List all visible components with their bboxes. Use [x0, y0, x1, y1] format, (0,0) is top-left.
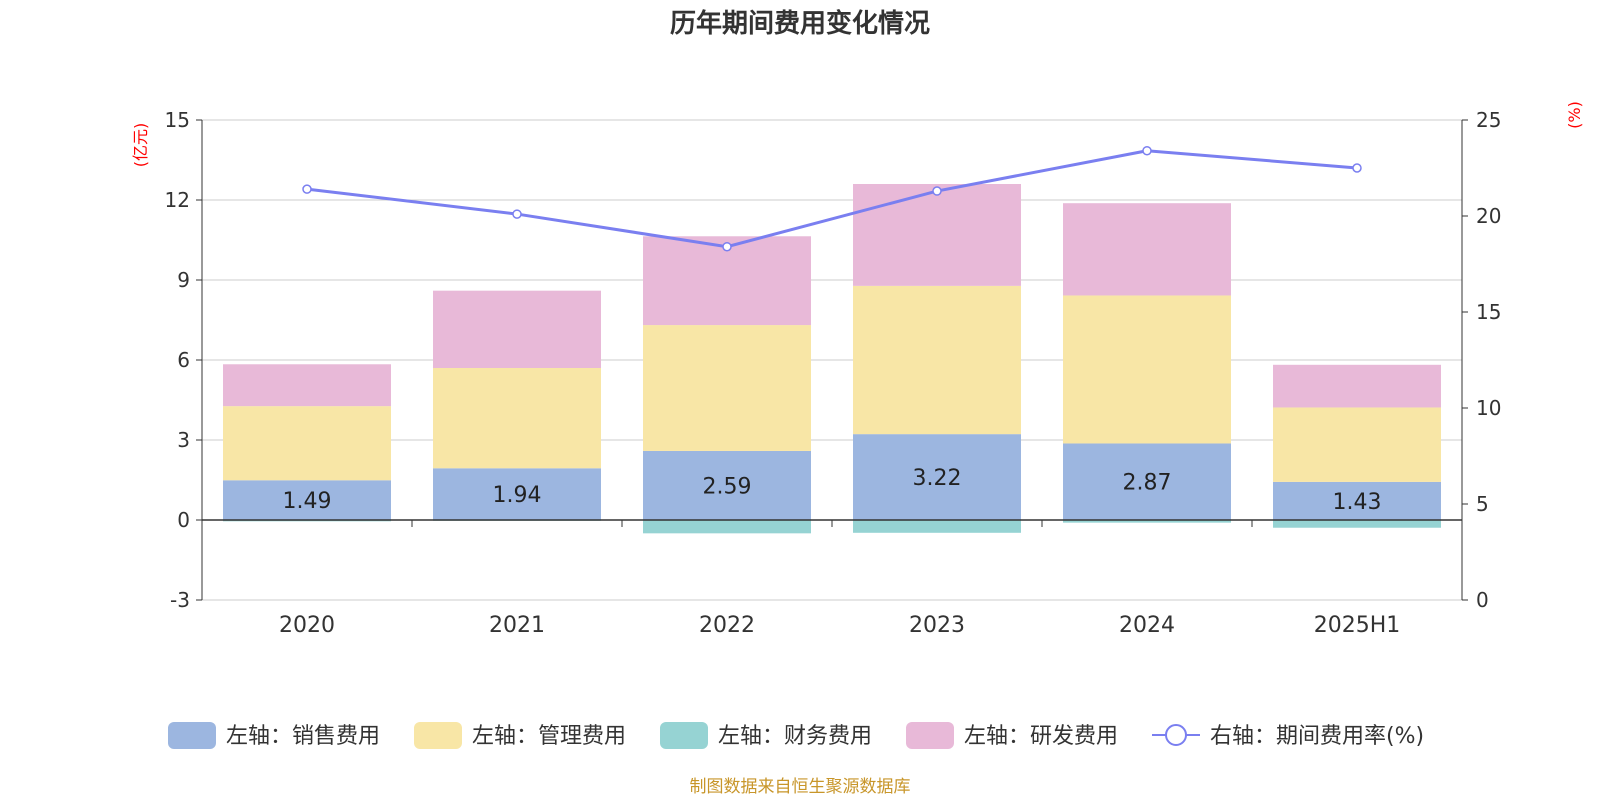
- right-tick-label: 15: [1476, 300, 1501, 324]
- rate-point: [1142, 145, 1152, 156]
- bar-segment: [1063, 443, 1231, 520]
- x-tick-label: 2020: [279, 613, 335, 638]
- bar-segment: [643, 450, 811, 520]
- bar-segment: [1273, 364, 1441, 408]
- left-tick-label: 3: [177, 428, 190, 452]
- bar-segment: [1273, 407, 1441, 482]
- bar-segment: [853, 434, 1021, 520]
- left-tick-label: -3: [170, 588, 190, 612]
- legend: 左轴：销售费用 左轴：管理费用 左轴：财务费用 左轴：研发费用 右轴：期间费用率(%): [168, 722, 1424, 749]
- bar-segment: [1063, 520, 1231, 523]
- legend-swatch: [906, 722, 954, 749]
- right-tick-label: 20: [1476, 204, 1501, 228]
- rate-line: [306, 149, 1358, 249]
- chart-title: 历年期间费用变化情况: [670, 8, 930, 39]
- legend-item[interactable]: 左轴：销售费用: [168, 722, 380, 749]
- left-axis-unit: (亿元): [131, 123, 150, 168]
- left-tick-label: 0: [177, 508, 190, 532]
- legend-swatch: [660, 722, 708, 749]
- bar-segment: [1063, 295, 1231, 444]
- bar-segment: [853, 520, 1021, 533]
- left-tick-label: 6: [177, 348, 190, 372]
- legend-label: 右轴：期间费用率(%): [1210, 724, 1424, 749]
- left-tick-label: 15: [165, 108, 190, 132]
- bar-data-label: 1.94: [493, 483, 542, 508]
- bar-segment: [853, 184, 1021, 286]
- x-tick-label: 2023: [909, 613, 965, 638]
- legend-label: 左轴：财务费用: [718, 724, 872, 749]
- rate-line-series: [302, 145, 1362, 252]
- right-tick-label: 5: [1476, 492, 1489, 516]
- bar-segment: [643, 520, 811, 534]
- right-axis-unit: (%): [1565, 101, 1584, 129]
- rate-point: [722, 241, 732, 252]
- axes: -3 0 3 6 9 12 15 0 5 10 15 20 25 2020 2021 2022 2023 2024…: [165, 108, 1502, 638]
- rate-point: [302, 184, 312, 194]
- legend-item[interactable]: 左轴：财务费用: [660, 722, 872, 749]
- legend-item[interactable]: 右轴：期间费用率(%): [1152, 724, 1424, 749]
- bar-data-label: 1.43: [1333, 490, 1382, 515]
- rate-point: [932, 186, 942, 196]
- bar-segment: [1273, 481, 1441, 520]
- bar-data-label: 2.87: [1123, 471, 1172, 496]
- x-tick-label: 2021: [489, 613, 545, 638]
- x-tick-label: 2024: [1119, 613, 1175, 638]
- bar-data-label: 2.59: [703, 474, 752, 499]
- right-tick-label: 0: [1476, 588, 1489, 612]
- right-tick-label: 25: [1476, 108, 1501, 132]
- data-labels: 1.49 1.94 2.59 3.22 2.87 1.43: [283, 466, 1382, 515]
- bar-segment: [223, 364, 391, 407]
- bar-segment: [643, 325, 811, 451]
- bar-segment: [853, 285, 1021, 435]
- legend-item[interactable]: 左轴：管理费用: [414, 722, 626, 749]
- bar-segment: [433, 368, 601, 469]
- right-tick-label: 10: [1476, 396, 1501, 420]
- legend-marker-icon: [1165, 724, 1187, 746]
- gridlines: [202, 119, 1462, 601]
- legend-label: 左轴：销售费用: [226, 724, 380, 749]
- legend-swatch: [168, 722, 216, 749]
- legend-swatch: [414, 722, 462, 749]
- bar-segment: [223, 406, 391, 481]
- bar-segment: [1063, 203, 1231, 296]
- x-tick-label: 2022: [699, 613, 755, 638]
- legend-item[interactable]: 左轴：研发费用: [906, 722, 1118, 749]
- left-tick-label: 12: [165, 188, 190, 212]
- bar-segment: [433, 290, 601, 368]
- bar-segment: [1273, 520, 1441, 528]
- x-tick-label: 2025H1: [1314, 613, 1401, 638]
- rate-point: [512, 209, 522, 219]
- bar-series: [223, 184, 1441, 534]
- bar-data-label: 1.49: [283, 489, 332, 514]
- source-note: 制图数据来自恒生聚源数据库: [690, 777, 911, 797]
- bar-segment: [433, 468, 601, 520]
- legend-label: 左轴：研发费用: [964, 724, 1118, 749]
- bar-segment: [223, 480, 391, 520]
- left-tick-label: 9: [177, 268, 190, 292]
- rate-point: [1352, 163, 1362, 173]
- bar-data-label: 3.22: [913, 466, 962, 491]
- legend-label: 左轴：管理费用: [472, 724, 626, 749]
